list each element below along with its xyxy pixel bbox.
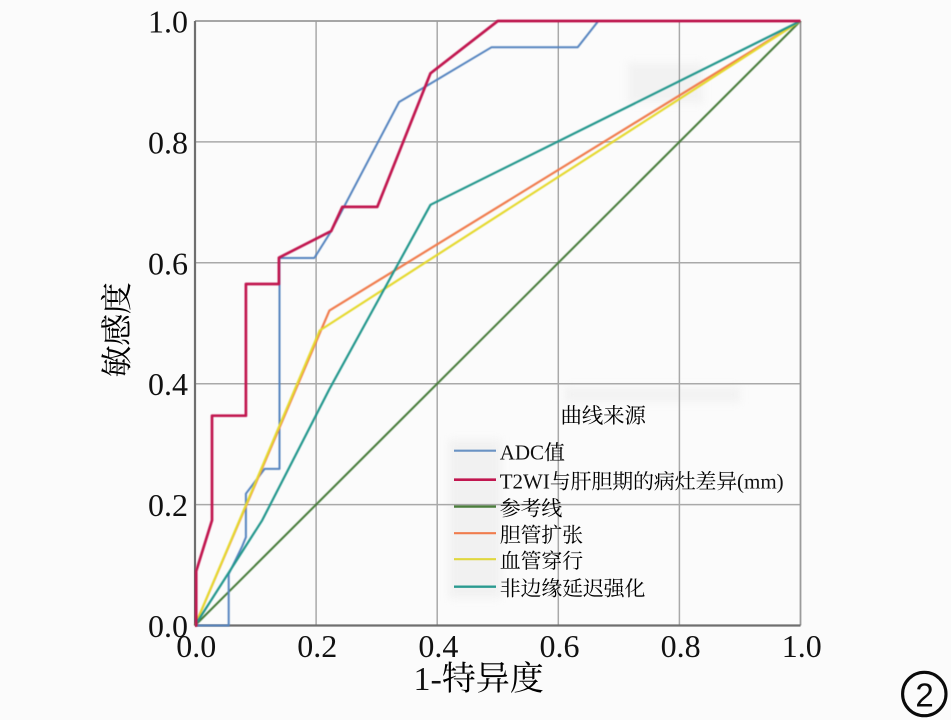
svg-text:0.8: 0.8 [148,124,188,160]
svg-text:T2WI: T2WI [500,470,550,494]
svg-text:ADC: ADC [500,441,544,465]
svg-text:0.0: 0.0 [176,628,216,664]
svg-text:0.2: 0.2 [297,628,337,664]
svg-text:2: 2 [915,676,933,713]
svg-text:1.0: 1.0 [782,628,822,664]
svg-text:1-: 1- [414,661,442,698]
svg-text:0.6: 0.6 [148,245,188,281]
svg-text:0.4: 0.4 [148,366,188,402]
svg-text:1.0: 1.0 [148,4,188,40]
svg-text:0.8: 0.8 [661,628,701,664]
svg-text:0.0: 0.0 [148,608,188,644]
svg-text:0.6: 0.6 [540,628,580,664]
svg-text:0.4: 0.4 [418,628,458,664]
svg-text:0.2: 0.2 [148,487,188,523]
svg-text:(mm): (mm) [737,470,784,494]
